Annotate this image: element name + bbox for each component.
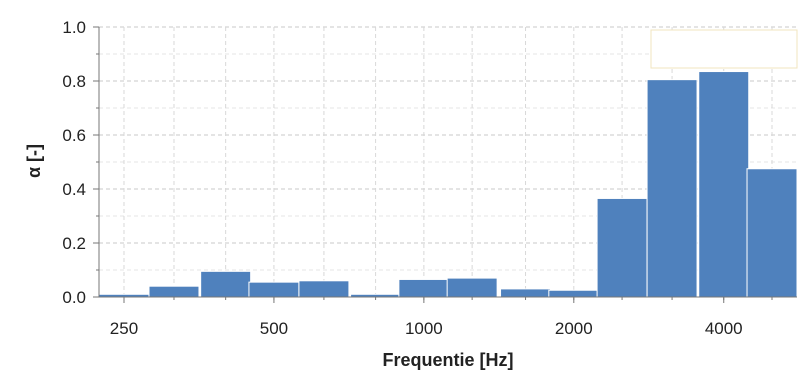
bar — [500, 288, 552, 298]
bar — [446, 277, 498, 298]
y-tick-label: 0.8 — [62, 72, 86, 91]
bar — [596, 197, 648, 298]
y-tick-label: 0.2 — [62, 234, 86, 253]
bar — [646, 79, 698, 298]
y-tick-label: 0.0 — [62, 288, 86, 307]
legend-box — [650, 29, 798, 69]
y-tick-label: 0.6 — [62, 126, 86, 145]
bar — [398, 278, 450, 298]
bars — [98, 71, 798, 298]
x-tick-label: 1000 — [405, 319, 443, 338]
bar — [298, 280, 350, 298]
axes — [93, 26, 797, 303]
x-tick-label: 2000 — [555, 319, 593, 338]
y-tick-label: 1.0 — [62, 18, 86, 37]
bar — [548, 289, 600, 298]
bar — [148, 285, 200, 298]
x-tick-label: 250 — [110, 319, 138, 338]
x-tick-labels: 250 500 1000 2000 4000 — [110, 319, 743, 338]
bar — [200, 270, 252, 298]
bar — [746, 168, 798, 298]
y-tick-labels: 0.0 0.2 0.4 0.6 0.8 1.0 — [62, 18, 86, 307]
x-axis-title: Frequentie [Hz] — [382, 350, 513, 370]
bar — [698, 71, 750, 298]
y-tick-label: 0.4 — [62, 180, 86, 199]
x-tick-label: 500 — [260, 319, 288, 338]
x-tick-label: 4000 — [705, 319, 743, 338]
y-axis-title: α [-] — [24, 144, 44, 178]
bar — [248, 281, 300, 298]
